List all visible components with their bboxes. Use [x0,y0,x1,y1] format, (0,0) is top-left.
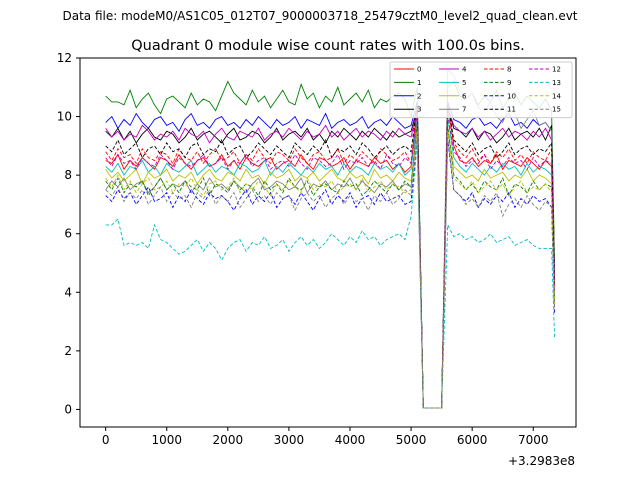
legend-label-11: 11 [507,106,516,114]
series-line-0 [105,104,556,409]
legend-label-7: 7 [462,106,466,114]
y-tick-label: 6 [64,227,72,241]
plot-frame [79,57,577,428]
series-line-15 [105,137,556,409]
series-line-7 [105,68,556,409]
y-tick-label: 8 [64,168,72,182]
legend-label-10: 10 [507,92,516,100]
legend-label-8: 8 [507,66,511,74]
legend-label-5: 5 [462,79,466,87]
legend-label-2: 2 [417,92,421,100]
x-tick-label: 4000 [335,433,366,447]
x-tick-label: 2000 [213,433,244,447]
legend-label-4: 4 [462,66,467,74]
x-offset-label: +3.2983e8 [508,454,575,468]
y-tick-label: 4 [64,285,72,299]
series-line-5 [105,116,556,409]
series-line-3 [105,107,556,409]
legend-box [389,61,573,119]
legend-label-15: 15 [552,106,561,114]
series-line-8 [105,104,556,409]
x-tick-label: 1000 [151,433,182,447]
legend-label-6: 6 [462,92,467,100]
legend-label-9: 9 [507,79,511,87]
y-tick-label: 10 [57,110,72,124]
legend-label-12: 12 [552,66,561,74]
x-tick-label: 0 [102,433,110,447]
legend-label-13: 13 [552,79,561,87]
series-line-1 [105,80,556,409]
legend-label-14: 14 [552,92,561,100]
legend-label-1: 1 [417,79,421,87]
legend-label-0: 0 [417,66,421,74]
series-line-14 [105,131,556,409]
file-label: Data file: modeM0/AS1C05_012T07_90000037… [62,9,577,23]
y-axis: 0 2 4 6 8 10 12 [57,51,80,416]
series-line-6 [105,128,556,409]
y-tick-label: 2 [64,344,72,358]
series-line-11 [105,101,556,409]
x-tick-label: 7000 [518,433,549,447]
series-layer [105,68,556,409]
x-tick-label: 3000 [274,433,305,447]
series-line-4 [105,107,556,409]
x-tick-label: 6000 [457,433,488,447]
chart-title: Quadrant 0 module wise count rates with … [131,38,525,54]
x-axis: 0 1000 2000 3000 4000 5000 6000 7000 [102,427,549,447]
series-line-9 [105,125,556,409]
x-tick-label: 5000 [396,433,427,447]
y-tick-label: 0 [64,402,72,416]
y-tick-label: 12 [57,51,72,65]
series-line-2 [105,101,556,409]
series-line-12 [105,113,556,409]
legend-label-3: 3 [417,106,421,114]
